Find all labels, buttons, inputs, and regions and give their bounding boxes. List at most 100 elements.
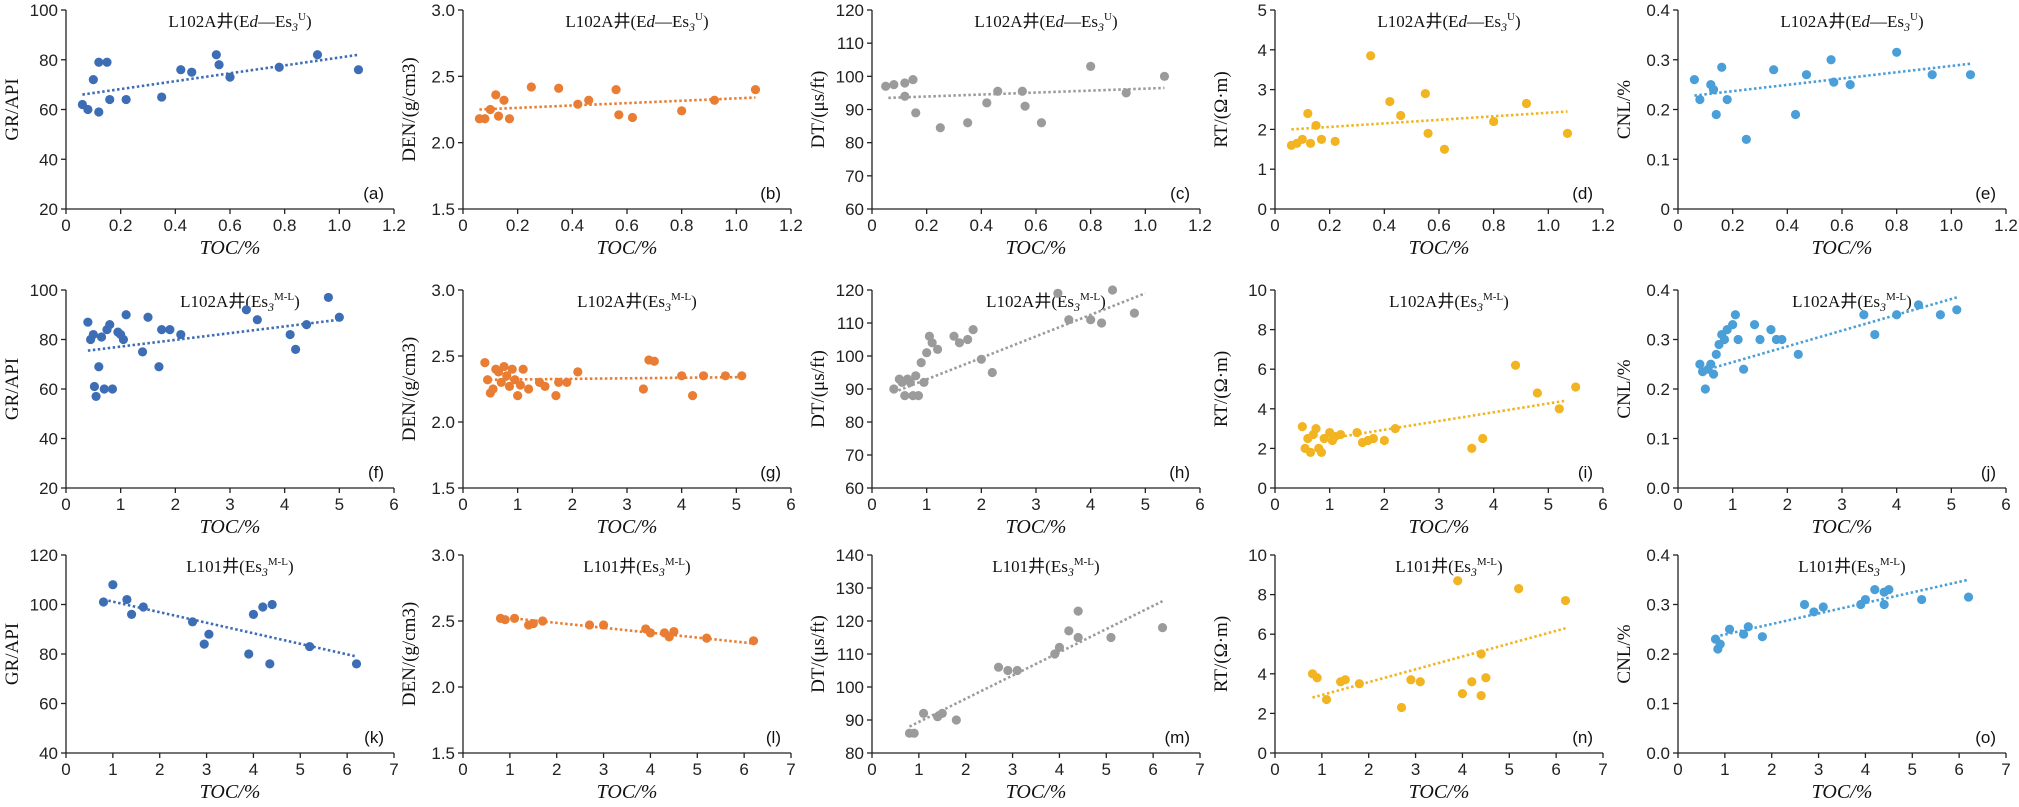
x-tick-label: 5 (1102, 760, 1111, 779)
x-tick-label: 7 (786, 760, 795, 779)
scatter-panel-f: 0 1 2 3 4 5 6 20 40 60 80 100 L102A井(Es3M-L) (f) TOC/%… (2, 281, 399, 538)
data-point (507, 364, 517, 374)
y-tick-label: 60 (39, 695, 58, 714)
data-point (889, 384, 899, 394)
data-point (252, 315, 262, 325)
data-point (987, 367, 997, 378)
x-tick-label: 3 (1411, 760, 1420, 779)
trend-line (1291, 110, 1568, 131)
data-point (1415, 677, 1425, 687)
data-point (480, 358, 490, 368)
data-point (1476, 690, 1486, 701)
x-tick-label: 0.4 (1373, 216, 1397, 235)
x-tick-label: 2 (155, 760, 164, 779)
data-point (94, 362, 104, 372)
x-axis-label: TOC/% (1409, 516, 1470, 538)
y-tick-label: 1 (1258, 160, 1267, 179)
data-point (225, 72, 235, 82)
data-point (1157, 623, 1168, 633)
data-point (1892, 310, 1902, 320)
panel-label: (c) (1170, 184, 1190, 203)
data-point (922, 348, 932, 358)
x-tick-label: 3 (1434, 495, 1443, 514)
data-point (176, 65, 186, 75)
panel-label: (b) (760, 184, 781, 203)
x-tick-label: 1 (108, 760, 117, 779)
x-tick-label: 1.0 (1537, 216, 1561, 235)
x-tick-label: 2 (552, 760, 561, 779)
data-point (1311, 424, 1321, 434)
data-point (94, 107, 104, 117)
panel-label: (g) (760, 463, 781, 482)
data-point (963, 118, 973, 128)
data-point (1708, 369, 1719, 379)
data-point (1036, 118, 1047, 128)
data-point (154, 362, 164, 372)
trend-line (1694, 62, 1971, 97)
data-point (949, 331, 959, 341)
data-point (1406, 675, 1416, 685)
x-tick-label: 4 (1892, 495, 1901, 514)
panel-label: (k) (364, 728, 384, 747)
data-point (1809, 607, 1819, 617)
data-point (515, 380, 526, 390)
y-tick-label: 80 (845, 413, 864, 432)
y-tick-label: 3 (1258, 81, 1267, 100)
data-point (1457, 689, 1468, 699)
data-point (241, 305, 251, 315)
x-tick-label: 1 (505, 760, 514, 779)
x-tick-label: 0 (458, 216, 467, 235)
data-point (157, 325, 167, 335)
x-tick-label: 4 (646, 760, 655, 779)
data-point (1793, 349, 1803, 359)
data-point (645, 628, 656, 638)
scatter-panel-g: 0 1 2 3 4 5 6 1.5 2.0 2.5 3.0 L102A井(Es3M-L) (g) TOC/… (399, 281, 796, 538)
y-tick-label: 8 (1258, 321, 1267, 340)
x-axis-label: TOC/% (1812, 516, 1873, 538)
data-point (554, 83, 564, 93)
data-point (677, 106, 687, 116)
x-tick-label: 0 (61, 216, 70, 235)
y-tick-label: 0.3 (1646, 596, 1670, 615)
x-tick-label: 0 (1270, 495, 1279, 514)
y-tick-label: 70 (845, 446, 864, 465)
data-point (1321, 694, 1332, 705)
data-point (1741, 134, 1751, 144)
data-point (933, 344, 943, 354)
y-tick-label: 100 (836, 678, 864, 697)
panel-title: L101井(Es3M-L) (1798, 556, 1905, 579)
x-tick-label: 0.6 (1830, 216, 1854, 235)
x-tick-label: 0 (1673, 216, 1682, 235)
data-point (301, 320, 312, 330)
data-point (951, 715, 961, 725)
scatter-panel-e: 0 0.2 0.4 0.6 0.8 1.0 1.2 0 0.1 0.2 0.3 0.4 L102A井(E… (1614, 1, 2018, 259)
x-tick-label: 5 (1505, 760, 1514, 779)
data-point (524, 384, 534, 394)
data-point (1689, 75, 1699, 85)
x-tick-label: 0 (867, 495, 876, 514)
data-point (688, 391, 698, 401)
panel-label: (f) (368, 463, 384, 482)
data-point (265, 659, 275, 669)
x-tick-label: 2 (568, 495, 577, 514)
y-tick-label: 90 (845, 101, 864, 120)
data-point (918, 708, 929, 719)
data-point (1708, 85, 1719, 95)
data-point (982, 98, 992, 108)
trend-line (479, 96, 756, 111)
data-point (627, 112, 638, 123)
trend-line (1715, 578, 1969, 638)
data-point (562, 377, 572, 387)
y-tick-label: 70 (845, 167, 864, 186)
y-axis-label: RT/(Ω·m) (1211, 351, 1232, 427)
data-point (1719, 334, 1730, 345)
scatter-panel-n: 0 1 2 3 4 5 6 7 0 2 4 6 8 10 L101井(Es3M-L) (n) TOC/% RT/(… (1211, 546, 1608, 803)
y-tick-label: 5 (1258, 1, 1267, 20)
x-axis-label: TOC/% (597, 781, 658, 803)
y-tick-label: 60 (39, 101, 58, 120)
data-point (199, 639, 209, 649)
data-point (274, 62, 284, 72)
data-point (709, 95, 720, 105)
trend-line (87, 318, 340, 352)
data-point (584, 95, 594, 105)
